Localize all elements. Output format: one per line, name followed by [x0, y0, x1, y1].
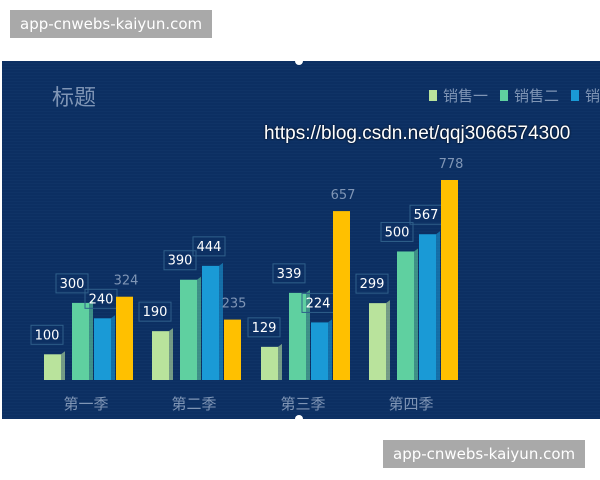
x-axis-labels: 第一季 第二季 第三季 第四季 [63, 395, 433, 413]
bar-side [169, 328, 173, 380]
data-label: 567 [414, 208, 439, 223]
bar [202, 265, 219, 380]
legend-item[interactable]: 销售一 [443, 87, 488, 105]
data-label-box [380, 221, 414, 242]
bar [441, 180, 458, 380]
watermark-top: app-cnwebs-kaiyun.com [10, 10, 213, 38]
bar [72, 302, 89, 380]
bar-side [436, 231, 440, 380]
data-label-box [138, 301, 172, 322]
bar [116, 296, 133, 380]
x-tick-label: 第一季 [63, 395, 108, 413]
data-label: 224 [306, 296, 331, 311]
chart-container: 标题 销售一 销售二 销 100 190 129 299 300 390 339 500 240 44… [2, 57, 600, 423]
bar [397, 251, 414, 380]
bar [224, 319, 241, 380]
bars: 100 190 129 299 300 390 339 500 240 444 224 567 324 2… [30, 157, 464, 380]
data-label: 339 [277, 267, 302, 282]
csdn-watermark: https://blog.csdn.net/qqj3066574300 [264, 123, 571, 144]
chart-title: 标题 [52, 86, 96, 111]
data-label-box [163, 250, 197, 271]
bar [44, 354, 61, 380]
bar-side [278, 343, 282, 380]
x-tick-label: 第四季 [388, 395, 433, 413]
x-tick-label: 第二季 [171, 395, 216, 413]
bar [289, 292, 306, 380]
bar [261, 346, 278, 380]
bar [180, 279, 197, 380]
legend-item[interactable]: 销 [585, 87, 600, 105]
data-label-box [55, 273, 89, 294]
bar [94, 318, 111, 380]
data-label: 190 [143, 305, 168, 320]
data-label: 240 [89, 292, 114, 307]
watermark-bottom: app-cnwebs-kaiyun.com [383, 440, 586, 468]
data-label: 129 [252, 321, 277, 336]
bar-side [89, 299, 93, 380]
data-label-box [30, 324, 64, 345]
data-label: 100 [35, 328, 60, 343]
data-label-box [355, 273, 389, 294]
data-label-box [272, 263, 306, 284]
bar-side [414, 248, 418, 380]
legend-swatch[interactable] [429, 90, 437, 101]
bar-side [328, 319, 332, 380]
bar-side [61, 351, 65, 380]
bar-chart: 标题 销售一 销售二 销 100 190 129 299 300 390 339 500 240 44… [30, 86, 600, 413]
bar-side [386, 300, 390, 380]
legend-item[interactable]: 销售二 [514, 87, 559, 105]
resize-handle-bottom[interactable] [295, 415, 303, 423]
data-label: 300 [60, 277, 85, 292]
data-label-box [247, 317, 281, 338]
data-label: 324 [114, 274, 139, 289]
legend-swatch[interactable] [500, 90, 508, 101]
bar-side [111, 315, 115, 380]
data-label: 235 [222, 297, 247, 312]
data-label: 657 [331, 188, 356, 203]
bar [333, 211, 350, 380]
bar [369, 303, 386, 380]
data-label: 500 [385, 225, 410, 240]
x-tick-label: 第三季 [280, 395, 325, 413]
legend-swatch[interactable] [571, 90, 579, 101]
bar-side [219, 262, 223, 380]
data-label: 778 [439, 157, 464, 172]
resize-handle-top[interactable] [295, 57, 303, 65]
bar [152, 331, 169, 380]
data-label-box [192, 236, 226, 257]
bar-side [197, 276, 201, 380]
data-label: 444 [197, 240, 222, 255]
bar [311, 322, 328, 380]
data-label: 299 [360, 277, 385, 292]
data-label: 390 [168, 254, 193, 269]
legend: 销售一 销售二 销 [429, 87, 600, 105]
bar [419, 234, 436, 380]
